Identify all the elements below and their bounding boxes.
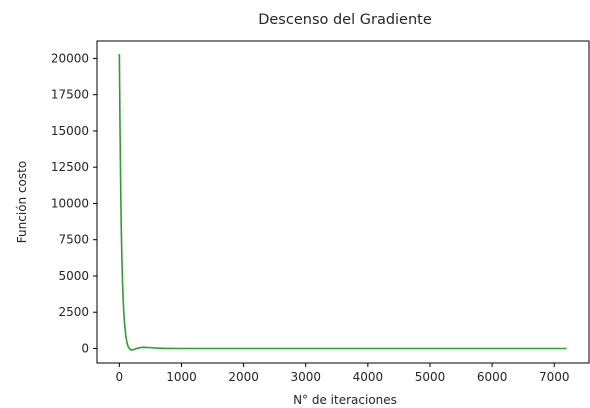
y-tick-label: 12500 — [51, 160, 89, 174]
y-tick-label: 7500 — [58, 233, 89, 247]
x-tick-label: 4000 — [353, 370, 384, 384]
y-tick-label: 20000 — [51, 51, 89, 65]
x-tick-label: 2000 — [228, 370, 259, 384]
cost-series-line — [118, 54, 567, 351]
y-tick-label: 0 — [81, 341, 89, 355]
x-tick-label: 0 — [116, 370, 124, 384]
y-tick-label: 10000 — [51, 196, 89, 210]
y-tick-label: 17500 — [51, 88, 89, 102]
x-axis-label: N° de iteraciones — [293, 393, 397, 407]
x-tick-label: 6000 — [477, 370, 508, 384]
x-tick-label: 5000 — [415, 370, 446, 384]
y-axis: 0 2500 5000 7500 10000 12500 15000 17500 20000 — [51, 51, 97, 355]
y-tick-label: 2500 — [58, 305, 89, 319]
x-tick-label: 7000 — [539, 370, 570, 384]
y-tick-label: 5000 — [58, 269, 89, 283]
x-tick-label: 3000 — [290, 370, 321, 384]
x-axis: 0 1000 2000 3000 4000 5000 6000 7000 — [116, 363, 570, 384]
y-axis-label: Función costo — [15, 161, 29, 243]
chart-title: Descenso del Gradiente — [258, 12, 432, 28]
plot-frame — [96, 40, 590, 364]
x-tick-label: 1000 — [166, 370, 197, 384]
y-tick-label: 15000 — [51, 124, 89, 138]
